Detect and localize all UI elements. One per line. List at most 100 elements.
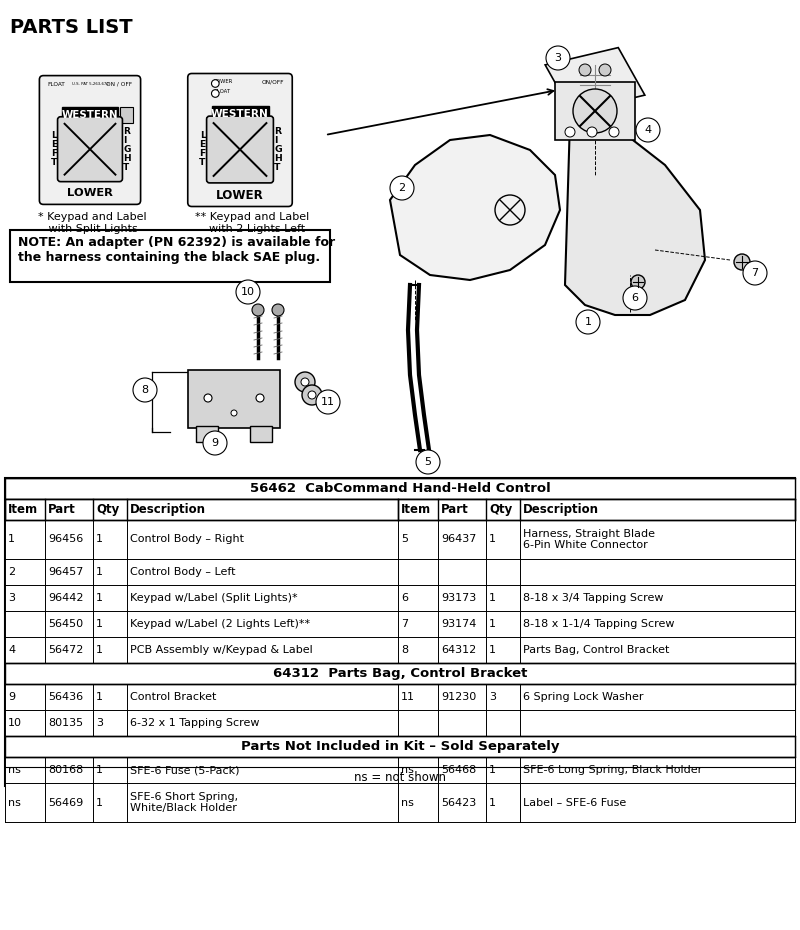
Text: Harness, Straight Blade
6-Pin White Connector: Harness, Straight Blade 6-Pin White Conn…	[523, 528, 655, 551]
Text: 91230: 91230	[441, 692, 476, 702]
Bar	[5, 637, 795, 663]
Text: 11: 11	[321, 397, 335, 407]
Circle shape	[316, 390, 340, 414]
Bar	[5, 520, 795, 559]
Circle shape	[203, 431, 227, 455]
Polygon shape	[390, 135, 560, 280]
Bar	[5, 478, 795, 499]
Text: 2: 2	[8, 567, 15, 577]
Text: FLOAT: FLOAT	[215, 89, 231, 95]
Bar	[5, 559, 795, 585]
Circle shape	[623, 286, 647, 310]
Text: 3: 3	[554, 53, 562, 63]
Text: U.S. PAT 5,263,672: U.S. PAT 5,263,672	[71, 82, 109, 86]
Text: Control Body – Left: Control Body – Left	[130, 567, 235, 577]
Text: 1: 1	[489, 535, 496, 544]
Text: 56436: 56436	[48, 692, 83, 702]
Polygon shape	[545, 47, 645, 113]
Text: 93173: 93173	[441, 593, 476, 603]
FancyBboxPatch shape	[58, 117, 122, 181]
Bar	[5, 585, 795, 611]
Text: 8-18 x 3/4 Tapping Screw: 8-18 x 3/4 Tapping Screw	[523, 593, 663, 603]
Bar	[5, 611, 795, 637]
Text: 4: 4	[645, 125, 651, 135]
Text: 4: 4	[8, 645, 15, 655]
Bar	[5, 499, 795, 520]
Text: Qty: Qty	[489, 503, 512, 516]
Text: 10: 10	[241, 287, 255, 297]
Text: Label – SFE-6 Fuse: Label – SFE-6 Fuse	[523, 798, 626, 807]
Text: RAISE: RAISE	[220, 132, 260, 144]
Text: ns: ns	[8, 765, 21, 775]
Bar	[62, 107, 118, 124]
Text: 10: 10	[8, 718, 22, 728]
Text: PCB Assembly w/Keypad & Label: PCB Assembly w/Keypad & Label	[130, 645, 313, 655]
Circle shape	[204, 394, 212, 402]
Bar	[10, 230, 330, 282]
Text: ON/OFF: ON/OFF	[262, 79, 284, 85]
Text: NOTE: An adapter (PN 62392) is available for
the harness containing the black SA: NOTE: An adapter (PN 62392) is available…	[18, 236, 335, 264]
Circle shape	[133, 378, 157, 402]
Text: 1: 1	[489, 619, 496, 629]
Text: WESTERN: WESTERN	[211, 110, 269, 119]
Text: SFE-6 Long Spring, Black Holder: SFE-6 Long Spring, Black Holder	[523, 765, 702, 775]
Text: 11: 11	[401, 692, 415, 702]
Text: 6-32 x 1 Tapping Screw: 6-32 x 1 Tapping Screw	[130, 718, 259, 728]
Text: RAISE: RAISE	[71, 133, 109, 143]
Text: SFE-6 Fuse (5-Pack): SFE-6 Fuse (5-Pack)	[130, 765, 239, 775]
Text: 9: 9	[211, 438, 218, 448]
Text: 1: 1	[489, 593, 496, 603]
Text: Control Bracket: Control Bracket	[130, 692, 216, 702]
Circle shape	[743, 261, 767, 285]
Text: Part: Part	[441, 503, 469, 516]
Text: 2: 2	[398, 183, 406, 193]
Text: Item: Item	[401, 503, 431, 516]
Bar	[211, 106, 269, 123]
Circle shape	[252, 304, 264, 316]
Bar	[5, 663, 795, 684]
Text: 7: 7	[401, 619, 408, 629]
Text: 5: 5	[401, 535, 408, 544]
Circle shape	[734, 254, 750, 270]
Polygon shape	[565, 120, 705, 315]
Text: 64312  Parts Bag, Control Bracket: 64312 Parts Bag, Control Bracket	[273, 667, 527, 680]
Text: 5: 5	[425, 457, 431, 467]
Text: Item: Item	[8, 503, 38, 516]
Text: 56469: 56469	[48, 798, 83, 807]
Text: 56450: 56450	[48, 619, 83, 629]
Text: 8: 8	[142, 385, 149, 395]
Text: Keypad w/Label (Split Lights)*: Keypad w/Label (Split Lights)*	[130, 593, 298, 603]
Text: ns: ns	[401, 765, 414, 775]
Text: 56423: 56423	[441, 798, 476, 807]
Circle shape	[231, 410, 237, 416]
Text: 3: 3	[96, 718, 103, 728]
Text: ns: ns	[401, 798, 414, 807]
Text: ** Keypad and Label
    with 2 Lights Left: ** Keypad and Label with 2 Lights Left	[195, 212, 310, 233]
Text: 1: 1	[489, 798, 496, 807]
Text: 56472: 56472	[48, 645, 83, 655]
Text: 96457: 96457	[48, 567, 83, 577]
Circle shape	[272, 304, 284, 316]
Text: 8: 8	[401, 645, 408, 655]
Text: 1: 1	[585, 317, 591, 327]
Text: ns = not shown: ns = not shown	[354, 770, 446, 783]
Text: 1: 1	[96, 619, 103, 629]
Text: L
E
F
T: L E F T	[50, 131, 57, 167]
Circle shape	[295, 372, 315, 392]
Circle shape	[546, 46, 570, 70]
Circle shape	[587, 127, 597, 137]
Text: SFE-6 Short Spring,
White/Black Holder: SFE-6 Short Spring, White/Black Holder	[130, 791, 238, 814]
Text: Parts Bag, Control Bracket: Parts Bag, Control Bracket	[523, 645, 670, 655]
Text: POWER: POWER	[214, 79, 233, 85]
Circle shape	[256, 394, 264, 402]
Text: Control Body – Right: Control Body – Right	[130, 535, 244, 544]
Circle shape	[302, 385, 322, 405]
Text: 6: 6	[401, 593, 408, 603]
Bar	[5, 757, 795, 783]
Text: 3: 3	[8, 593, 15, 603]
Text: R
I
G
H
T: R I G H T	[123, 126, 130, 172]
Text: 1: 1	[489, 645, 496, 655]
Bar	[250, 426, 272, 442]
Text: 6: 6	[631, 293, 638, 303]
Text: Parts Not Included in Kit – Sold Separately: Parts Not Included in Kit – Sold Separat…	[241, 740, 559, 753]
